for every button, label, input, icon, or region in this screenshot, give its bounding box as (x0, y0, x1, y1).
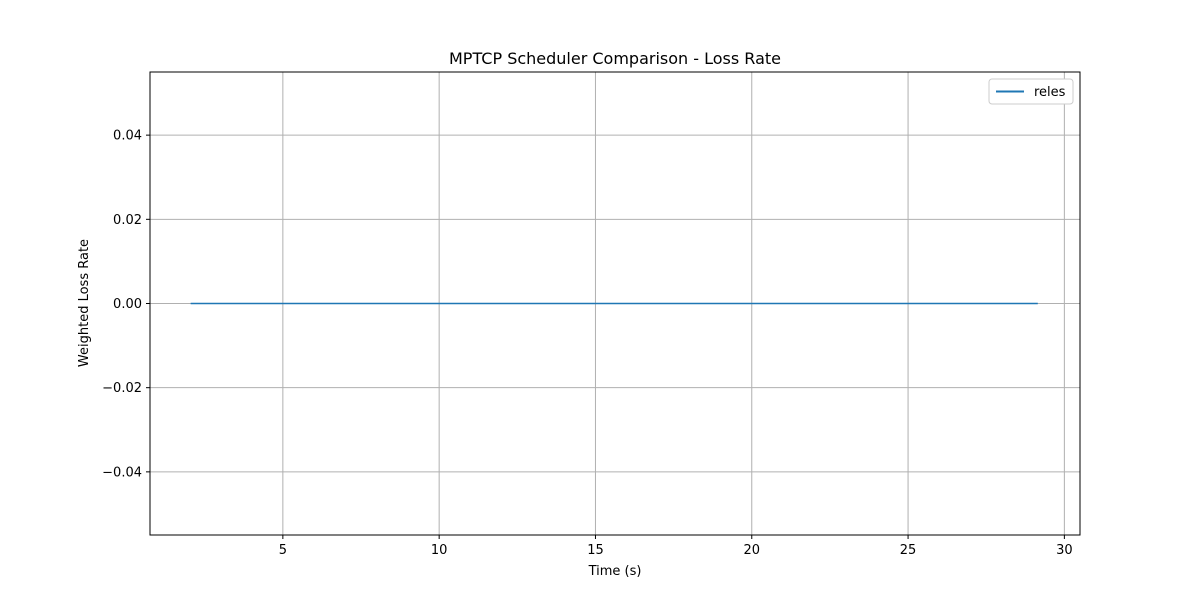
x-tick-label: 10 (431, 543, 448, 558)
y-axis-ticks: −0.04 −0.02 0.00 0.02 0.04 (102, 129, 150, 480)
y-tick-label: −0.04 (102, 465, 142, 480)
x-axis-ticks: 5 10 15 20 25 30 (279, 535, 1073, 558)
x-tick-label: 5 (279, 543, 287, 558)
y-tick-label: 0.00 (113, 297, 142, 312)
x-axis-label: Time (s) (588, 564, 642, 579)
x-tick-label: 15 (587, 543, 604, 558)
x-tick-label: 25 (900, 543, 917, 558)
y-tick-label: −0.02 (102, 381, 142, 396)
legend-box (988, 78, 1074, 105)
chart-title: MPTCP Scheduler Comparison - Loss Rate (449, 49, 781, 68)
x-tick-label: 20 (743, 543, 760, 558)
x-tick-label: 30 (1056, 543, 1073, 558)
y-tick-label: 0.04 (113, 129, 142, 144)
y-axis-label: Weighted Loss Rate (77, 239, 92, 367)
legend: reles (988, 78, 1074, 105)
y-tick-label: 0.02 (113, 213, 142, 228)
legend-label-reles: reles (1034, 85, 1066, 100)
